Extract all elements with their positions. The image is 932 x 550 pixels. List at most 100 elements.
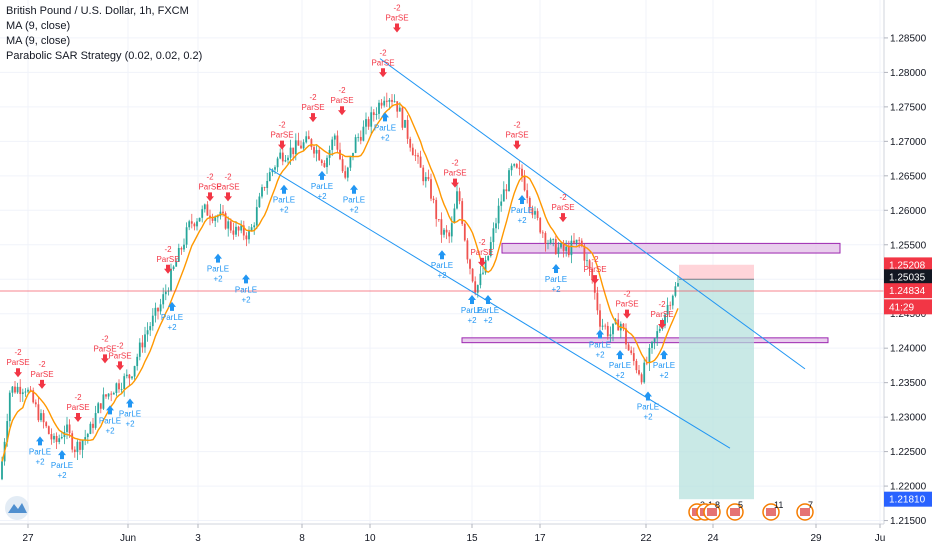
candle-body (354, 137, 357, 153)
candle-body (627, 344, 630, 351)
sell-signal-value: -2 (393, 3, 401, 12)
candle-body (505, 189, 508, 192)
candle-body (128, 374, 131, 379)
candle-body (68, 424, 71, 434)
trend-lines[interactable] (0, 58, 884, 449)
ma-line (1, 102, 679, 462)
candle-body (406, 119, 409, 139)
sell-signal-value: -2 (116, 341, 124, 350)
sell-arrow-icon (164, 264, 172, 274)
buy-arrow-icon (518, 195, 526, 205)
indicator-psar[interactable]: Parabolic SAR Strategy (0.02, 0.02, 0.2) (6, 50, 203, 62)
sell-arrow-icon (309, 113, 317, 123)
candle-body (190, 221, 193, 224)
buy-arrow-icon (552, 264, 560, 273)
candle-body (79, 441, 81, 450)
buy-signal-value: +2 (317, 192, 327, 201)
candle-body (24, 391, 27, 393)
indicator-ma-1[interactable]: MA (9, close) (6, 20, 71, 32)
price-label-box (884, 299, 932, 315)
candle-body (656, 331, 659, 339)
buy-arrow-icon (126, 398, 134, 408)
candle-body (203, 204, 206, 210)
candle-body (294, 140, 297, 155)
candle-body (359, 136, 362, 141)
indicator-ma-2[interactable]: MA (9, close) (6, 35, 71, 47)
event-count: 8 (715, 500, 720, 510)
candle-body (398, 107, 401, 112)
economic-event-flag[interactable]: 11 (762, 500, 783, 521)
tradingview-logo[interactable] (5, 496, 29, 520)
candle-body (534, 211, 536, 215)
short-position-tool[interactable] (679, 264, 754, 500)
candle-body (289, 147, 292, 158)
price-tick-label: 1.23500 (890, 378, 927, 389)
candle-body (573, 240, 575, 243)
sell-signal-value: -2 (206, 172, 214, 181)
candle-body (497, 205, 500, 224)
candle-body (86, 433, 89, 438)
candle-body (151, 315, 154, 327)
buy-arrow-icon (616, 350, 624, 360)
sell-signal-label: ParSE (470, 248, 493, 257)
flag-stripes (707, 508, 717, 516)
buy-arrow-icon (280, 184, 288, 194)
sell-signal-value: -2 (513, 121, 521, 130)
economic-event-flag[interactable]: 5 (726, 500, 744, 521)
candle-body (417, 155, 419, 157)
candle-body (474, 281, 477, 293)
candle-body (248, 230, 250, 240)
buy-signal-label: ParLE (235, 285, 257, 294)
candle-body (6, 421, 9, 442)
time-tick-label: 10 (364, 533, 376, 544)
candle-body (419, 156, 422, 168)
sell-signal-value: -2 (164, 245, 172, 254)
sell-signal-value: -2 (224, 172, 232, 181)
candle-body (593, 280, 596, 293)
candle-body (365, 119, 367, 127)
economic-events[interactable]: 3185117 (688, 500, 814, 521)
time-tick-label: 17 (534, 533, 546, 544)
candle-body (606, 325, 609, 337)
resistance-zone (461, 337, 829, 344)
candle-body (250, 227, 253, 231)
candle-body (133, 366, 136, 377)
candle-body (430, 179, 432, 199)
economic-event-flag[interactable]: 7 (796, 500, 814, 521)
buy-signal-label: ParLE (461, 306, 483, 315)
sell-arrow-icon (379, 68, 387, 78)
price-tick-label: 1.24000 (890, 344, 927, 355)
candle-body (53, 435, 55, 440)
candle-body (541, 232, 544, 234)
economic-event-flag[interactable]: 8 (703, 500, 721, 521)
buy-arrow-icon (468, 295, 476, 305)
take-profit-area (679, 279, 754, 500)
candle-body (99, 403, 102, 409)
sell-signal-label: ParSE (301, 103, 324, 112)
time-axis[interactable]: 27 Jun 3 8 10 15 17 22 24 29 Ju (0, 523, 885, 544)
price-label-text: 1.25035 (889, 272, 926, 283)
candle-body (508, 170, 510, 192)
candle-body (81, 440, 84, 450)
candle-body (630, 350, 633, 354)
time-tick-label: 15 (466, 533, 478, 544)
symbol-title[interactable]: British Pound / U.S. Dollar, 1h, FXCM (6, 5, 189, 17)
buy-signal-value: +2 (643, 413, 653, 422)
candle-body (341, 159, 344, 172)
candle-body (435, 199, 438, 220)
price-tick-label: 1.28000 (890, 68, 927, 79)
candle-body (547, 243, 549, 245)
candle-body (357, 136, 360, 138)
candle-body (188, 221, 191, 228)
candle-body (45, 422, 48, 427)
sell-arrow-icon (559, 213, 567, 223)
buy-signal-label: ParLE (29, 447, 51, 456)
candle-body (443, 229, 445, 235)
candle-body (305, 136, 308, 143)
sell-signal-label: ParSE (505, 131, 528, 140)
buy-signal-value: +2 (380, 133, 390, 142)
candle-body (157, 307, 159, 312)
candle-body (427, 176, 430, 180)
